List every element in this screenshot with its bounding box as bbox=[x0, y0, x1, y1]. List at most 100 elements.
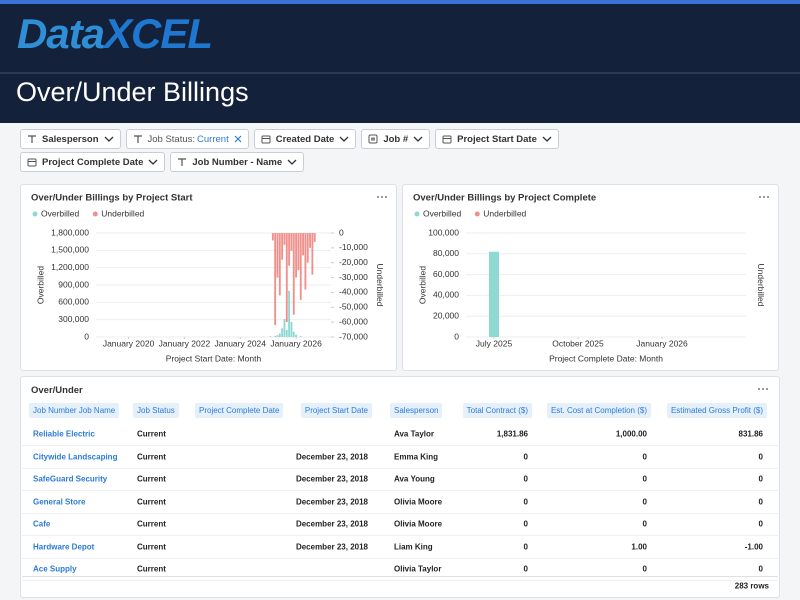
y-tick-label: 20,000 bbox=[433, 310, 459, 320]
bar bbox=[290, 321, 293, 337]
column-header[interactable]: Project Start Date bbox=[300, 403, 372, 418]
table-cell: 0 bbox=[523, 519, 528, 529]
chart: Over/Under Billings by Project Complete O… bbox=[413, 193, 769, 363]
x-tick-label: October 2025 bbox=[552, 338, 604, 348]
y-tick-label: 1,500,000 bbox=[51, 245, 89, 255]
table-cell: Olivia Moore bbox=[394, 519, 443, 529]
table-cell: 0 bbox=[523, 474, 528, 484]
job-link[interactable]: Hardware Depot bbox=[33, 542, 95, 551]
x-tick-label: January 2020 bbox=[103, 338, 155, 348]
menu-dot bbox=[759, 196, 761, 198]
bar bbox=[489, 251, 499, 337]
legend-label: Overbilled bbox=[423, 208, 462, 218]
table-cell: Ava Taylor bbox=[394, 429, 435, 439]
chart-card: Over/Under Billings by Project Start Over… bbox=[20, 184, 397, 371]
y2-tick-label: -50,000 bbox=[339, 302, 368, 312]
row-divider bbox=[22, 445, 778, 446]
row-divider bbox=[22, 557, 778, 559]
column-header[interactable]: Project Complete Date bbox=[195, 403, 284, 418]
filter-bar: Salesperson Job Status: Current Created Dat… bbox=[20, 129, 670, 172]
table-cell: 1,000.00 bbox=[615, 429, 647, 439]
legend-label: Underbilled bbox=[101, 208, 144, 218]
y2-axis-label: Underbilled bbox=[375, 264, 385, 307]
bar bbox=[309, 233, 311, 248]
column-header[interactable]: Est. Cost at Completion ($) bbox=[546, 403, 651, 418]
table-cell: Current bbox=[137, 429, 166, 439]
y-tick-label: 0 bbox=[84, 331, 89, 341]
bar bbox=[295, 334, 298, 337]
y2-tick-label: -20,000 bbox=[339, 257, 368, 267]
row-divider bbox=[22, 535, 778, 536]
row-divider bbox=[22, 467, 778, 469]
y2-axis-label: Underbilled bbox=[756, 264, 766, 307]
menu-dot bbox=[763, 196, 765, 198]
menu-icon[interactable] bbox=[757, 387, 771, 391]
table-cell: 831.86 bbox=[738, 429, 763, 439]
y-tick-label: 900,000 bbox=[58, 279, 89, 289]
y2-tick-label: -30,000 bbox=[339, 272, 368, 282]
filter-chip[interactable]: Salesperson bbox=[20, 129, 121, 149]
filter-chip[interactable]: Job Status: Current bbox=[125, 129, 249, 149]
legend-swatch bbox=[474, 211, 480, 217]
table-cell: 0 bbox=[758, 564, 763, 574]
footer-divider bbox=[22, 576, 778, 577]
x-tick-label: January 2024 bbox=[214, 338, 266, 348]
table-cell: Olivia Taylor bbox=[394, 564, 442, 574]
y-axis-label: Overbilled bbox=[417, 266, 427, 305]
menu-dot bbox=[381, 196, 383, 198]
filter-chip[interactable]: Project Start Date bbox=[435, 129, 559, 149]
filter-label: Created Date bbox=[275, 133, 335, 145]
bar bbox=[297, 233, 300, 271]
bar bbox=[285, 330, 288, 337]
y-axis-label: Overbilled bbox=[35, 266, 45, 305]
chevron bbox=[413, 136, 423, 142]
job-link[interactable]: SafeGuard Security bbox=[33, 474, 108, 484]
bar bbox=[269, 336, 272, 337]
chevron bbox=[287, 159, 297, 165]
logo-xcel: XCEL bbox=[104, 10, 213, 57]
legend-swatch bbox=[414, 211, 420, 217]
table-cell: Current bbox=[137, 519, 166, 529]
filter-chip[interactable]: Project Complete Date bbox=[20, 152, 166, 172]
y-tick-label: 300,000 bbox=[58, 314, 89, 324]
column-header[interactable]: Estimated Gross Profit ($) bbox=[666, 403, 767, 418]
y2-tick-label: -10,000 bbox=[339, 242, 368, 252]
bar bbox=[292, 233, 295, 315]
table-cell: Liam King bbox=[394, 542, 433, 551]
table-cell: 0 bbox=[642, 564, 647, 574]
bar bbox=[299, 336, 302, 337]
filter-chip[interactable]: Job # bbox=[361, 129, 431, 149]
table-cell: 0 bbox=[523, 564, 528, 574]
table-cell: December 23, 2018 bbox=[295, 497, 368, 506]
job-link[interactable]: Citywide Landscaping bbox=[33, 452, 118, 461]
y2-tick-label: 0 bbox=[339, 227, 344, 237]
header: DataXCEL Over/Under Billings bbox=[0, 4, 800, 123]
bar bbox=[285, 233, 288, 323]
job-link[interactable]: Reliable Electric bbox=[33, 429, 95, 439]
x-tick-label: January 2026 bbox=[270, 338, 322, 348]
table-cell: Current bbox=[137, 542, 166, 551]
column-header[interactable]: Job Status bbox=[133, 403, 179, 418]
job-link[interactable]: Cafe bbox=[33, 519, 51, 529]
column-header[interactable]: Job Number Job Name bbox=[29, 403, 120, 418]
job-link[interactable]: Ace Supply bbox=[33, 564, 77, 574]
bar bbox=[311, 233, 314, 275]
chart-title: Over/Under Billings by Project Start bbox=[31, 193, 193, 204]
table-cell: 0 bbox=[523, 542, 528, 551]
filter-icon bbox=[368, 134, 378, 144]
filter-label: Salesperson bbox=[42, 133, 99, 145]
column-header[interactable]: Salesperson bbox=[390, 403, 443, 418]
table-cell: 1.00 bbox=[631, 542, 647, 551]
filter-chip[interactable]: Job Number - Name bbox=[170, 152, 305, 172]
table-cell: 0 bbox=[642, 474, 647, 484]
filter-icon bbox=[178, 158, 187, 166]
bar bbox=[304, 233, 307, 290]
x-tick-label: July 2025 bbox=[476, 338, 513, 348]
table-cell: Emma King bbox=[394, 452, 439, 461]
filter-chip[interactable]: Created Date bbox=[253, 129, 357, 149]
job-link[interactable]: General Store bbox=[33, 497, 86, 506]
table-cell: Current bbox=[137, 497, 166, 506]
logo-data: Data bbox=[17, 10, 105, 57]
column-header[interactable]: Total Contract ($) bbox=[462, 403, 532, 418]
clear-icon[interactable] bbox=[234, 135, 242, 143]
